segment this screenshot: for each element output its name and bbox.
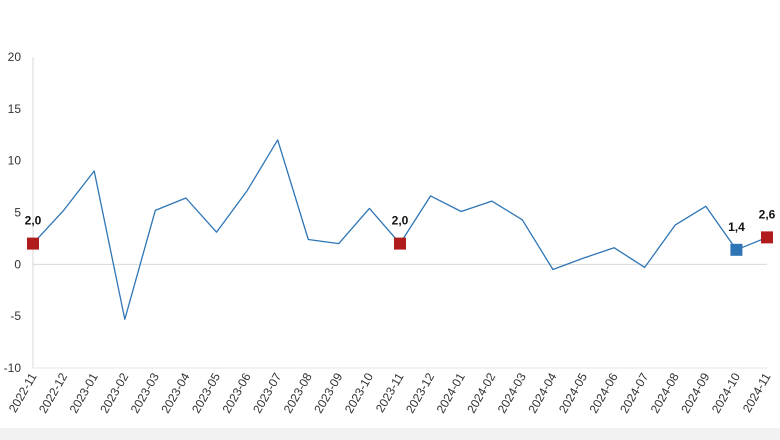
highlight-marker (394, 237, 406, 250)
x-tick-label: 2023-10 (342, 370, 376, 415)
x-tick-label: 2022-12 (36, 370, 70, 415)
x-tick-label: 2023-07 (250, 370, 284, 415)
y-tick-label: 5 (14, 206, 21, 220)
series-line (32, 139, 768, 320)
x-tick-label: 2023-05 (189, 370, 223, 415)
x-tick-label: 2024-11 (740, 370, 774, 415)
x-tick-label: 2023-11 (373, 370, 407, 415)
data-label: 2,0 (25, 214, 42, 228)
x-tick-label: 2024-04 (525, 370, 559, 415)
x-tick-label: 2023-06 (220, 370, 254, 415)
x-tick-label: 2023-04 (158, 370, 192, 415)
x-tick-label: 2024-02 (464, 370, 498, 415)
highlight-markers: 2,0 2,0 1,4 2,6 (25, 207, 776, 256)
x-tick-label: 2024-10 (709, 370, 743, 415)
x-tick-label: 2024-09 (678, 370, 712, 415)
data-label: 1,4 (728, 220, 745, 234)
data-label: 2,0 (392, 214, 409, 228)
x-tick-label: 2023-12 (403, 370, 437, 415)
x-tick-label: 2023-02 (97, 370, 131, 415)
x-tick-label: 2024-03 (495, 370, 529, 415)
x-tick-label: 2024-01 (434, 370, 468, 415)
x-axis: 2022-112022-122023-012023-022023-032023-… (6, 263, 774, 416)
x-tick-label: 2023-09 (311, 370, 345, 415)
y-tick-label: 15 (8, 102, 22, 116)
x-tick-label: 2024-07 (617, 370, 651, 415)
x-tick-label: 2024-06 (587, 370, 621, 415)
highlight-marker (730, 243, 743, 256)
y-tick-label: 0 (14, 257, 21, 271)
x-tick-label: 2024-05 (556, 370, 590, 415)
series-group (32, 139, 768, 320)
bottom-band (0, 428, 780, 440)
highlight-marker (27, 237, 39, 250)
x-tick-label: 2023-01 (67, 370, 101, 415)
data-label: 2,6 (759, 207, 776, 221)
x-tick-label: 2023-08 (281, 370, 315, 415)
x-tick-label: 2024-08 (648, 370, 682, 415)
highlight-marker (761, 231, 773, 244)
y-tick-label: 10 (8, 154, 22, 168)
y-tick-label: -5 (10, 309, 21, 323)
y-tick-label: -10 (4, 361, 22, 375)
x-tick-label: 2022-11 (6, 370, 40, 415)
x-tick-label: 2023-03 (128, 370, 162, 415)
y-tick-label: 20 (8, 50, 22, 64)
y-axis: -10 -5 0 5 10 15 20 (4, 50, 34, 375)
